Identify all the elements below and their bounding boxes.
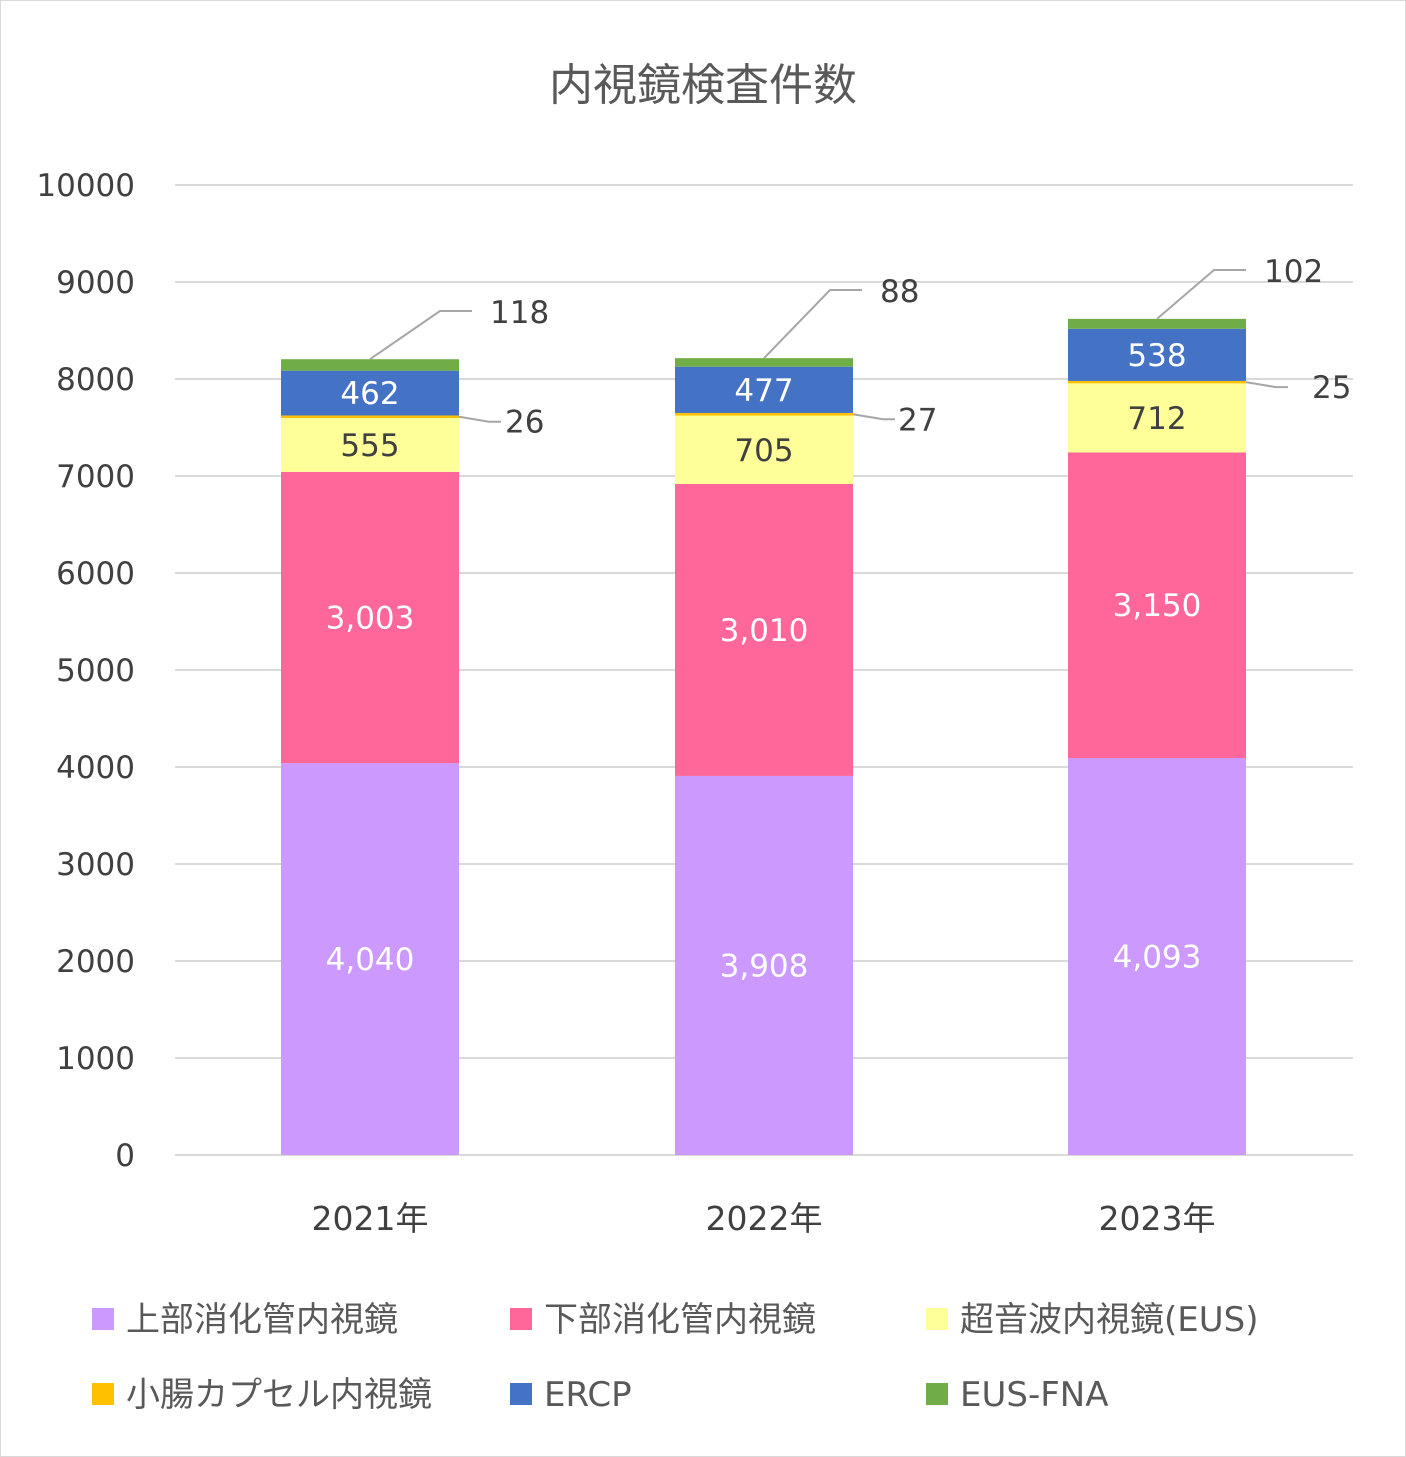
bar-segment (281, 359, 459, 371)
data-label: 118 (490, 295, 549, 331)
legend-label: 超音波内視鏡(EUS) (960, 1300, 1258, 1340)
bar-segment (281, 370, 459, 416)
chart-title: 内視鏡検査件数 (549, 60, 857, 111)
data-label: 26 (505, 405, 544, 441)
leader-line (763, 289, 862, 359)
legend-swatch (926, 1308, 948, 1330)
legend-swatch (926, 1383, 948, 1405)
data-label: 3,010 (720, 613, 809, 649)
data-label: 88 (880, 274, 919, 310)
data-label: 25 (1312, 370, 1351, 406)
data-label: 3,908 (720, 948, 809, 984)
leader-line (458, 415, 501, 423)
bar-segment (281, 471, 459, 764)
bar-segment (281, 763, 459, 1155)
bar-segment (1068, 318, 1246, 329)
legend-swatch (92, 1383, 114, 1405)
x-tick-label: 2023年 (1099, 1199, 1216, 1238)
data-label: 27 (898, 402, 937, 438)
y-tick-label: 4000 (56, 750, 135, 786)
bar-segment (675, 483, 853, 776)
data-label: 102 (1264, 254, 1323, 290)
y-tick-label: 5000 (56, 653, 135, 689)
leader-line (852, 413, 895, 421)
y-tick-label: 3000 (56, 847, 135, 883)
y-tick-label: 7000 (56, 459, 135, 495)
legend-label: ERCP (544, 1375, 632, 1415)
bar-segment (675, 415, 853, 484)
y-tick-label: 10000 (36, 168, 135, 204)
data-label: 712 (1127, 401, 1186, 437)
legend-label: 上部消化管内視鏡 (126, 1300, 398, 1340)
bar-segment (1068, 380, 1246, 384)
bar-segment (281, 415, 459, 418)
x-tick-label: 2022年 (706, 1199, 823, 1238)
data-label: 477 (734, 373, 793, 409)
y-tick-label: 9000 (56, 265, 135, 301)
bar-segment (675, 366, 853, 413)
legend-swatch (510, 1308, 532, 1330)
y-tick-label: 2000 (56, 944, 135, 980)
bars (281, 318, 1246, 1155)
legend-label: 小腸カプセル内視鏡 (126, 1375, 432, 1415)
x-axis-ticks: 2021年 2022年 2023年 (312, 1199, 1216, 1238)
y-tick-label: 0 (115, 1138, 135, 1174)
leader-line (369, 310, 472, 361)
leader-line (1245, 381, 1288, 389)
data-label: 3,150 (1113, 588, 1202, 624)
bar-segment (1068, 757, 1246, 1155)
leader-line (1156, 269, 1246, 320)
legend-swatch (510, 1383, 532, 1405)
bar-segment (675, 412, 853, 416)
legend-swatch (92, 1308, 114, 1330)
data-label: 4,040 (326, 942, 415, 978)
legend-label: 下部消化管内視鏡 (544, 1300, 816, 1340)
data-label: 705 (734, 433, 793, 469)
bar-segment (281, 417, 459, 472)
bar-segment (1068, 328, 1246, 381)
x-tick-label: 2021年 (312, 1199, 429, 1238)
bar-segment (1068, 383, 1246, 453)
y-tick-label: 6000 (56, 556, 135, 592)
y-axis-ticks: 0 1000 2000 3000 4000 5000 6000 7000 8000 9000 100… (36, 168, 135, 1174)
bar-segment (675, 775, 853, 1155)
y-tick-label: 8000 (56, 362, 135, 398)
legend-label: EUS-FNA (960, 1375, 1108, 1415)
data-label: 462 (340, 376, 399, 412)
y-tick-label: 1000 (56, 1041, 135, 1077)
data-label: 4,093 (1113, 939, 1202, 975)
data-label: 538 (1127, 338, 1186, 374)
bar-segment (1068, 452, 1246, 758)
data-label: 3,003 (326, 600, 415, 636)
data-label: 555 (340, 428, 399, 464)
data-labels: 4,040 3,003 555 26 462 118 3,908 3,010 705 27 477 8… (326, 254, 1352, 984)
legend: 上部消化管内視鏡 下部消化管内視鏡 超音波内視鏡(EUS) 小腸カプセル内視鏡 ERCP… (92, 1300, 1258, 1415)
bar-segment (675, 358, 853, 367)
